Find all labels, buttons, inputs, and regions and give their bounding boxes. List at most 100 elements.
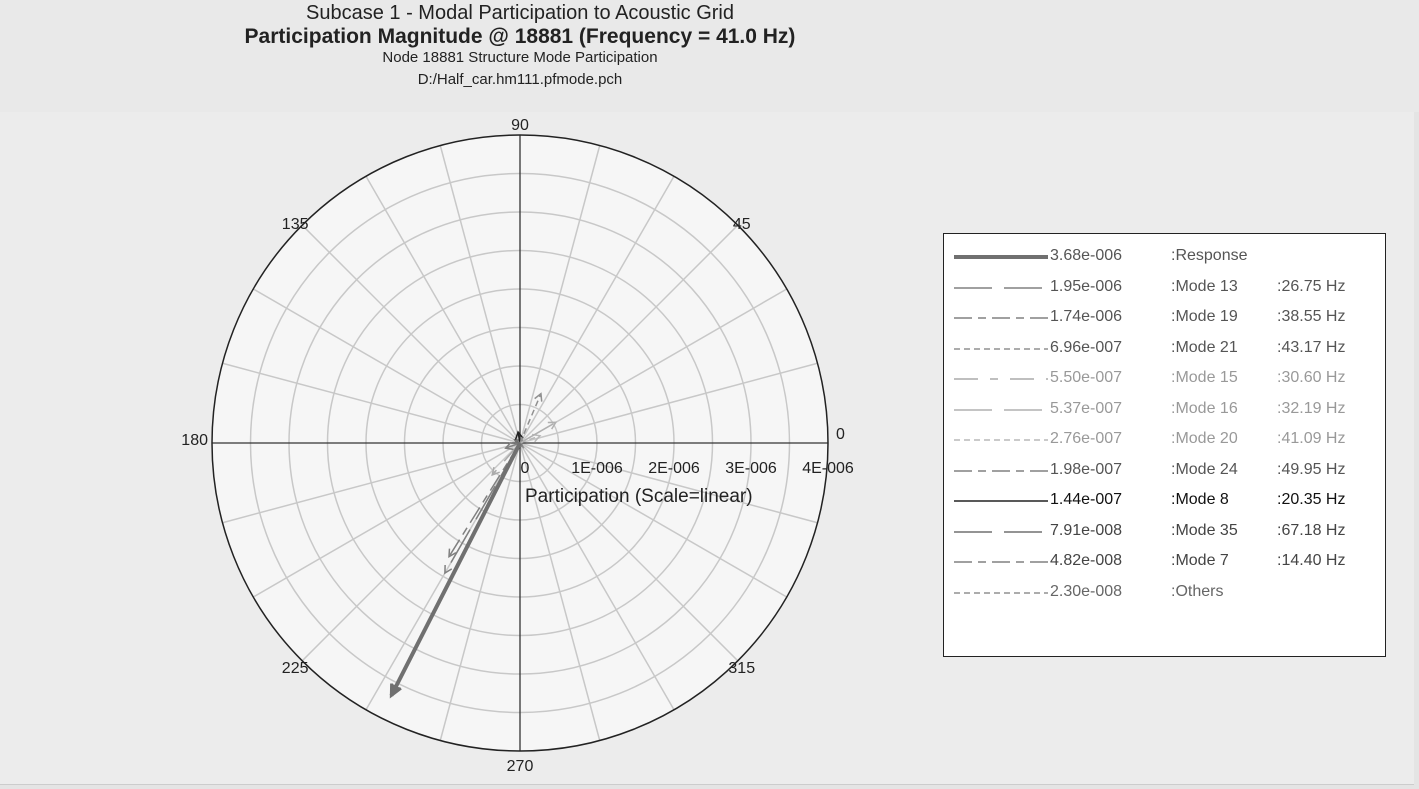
plot-area: 0 45 90 135 180 225 270 315 0 1E-006 2E-006 3E-006 4… bbox=[0, 112, 1414, 785]
legend-name: :Mode 35 bbox=[1171, 521, 1238, 539]
legend-line-swatch bbox=[954, 500, 1048, 502]
radial-tick-label: 3E-006 bbox=[725, 460, 777, 477]
arrow-shaft bbox=[448, 442, 521, 558]
legend-item: 1.95e-006 :Mode 13 :26.75 Hz bbox=[944, 274, 1384, 304]
chart-title: Subcase 1 - Modal Participation to Acous… bbox=[306, 2, 734, 24]
legend-item: 1.98e-007:Mode 24:49.95 Hz bbox=[944, 457, 1384, 487]
legend: 3.68e-006 :Response 1.95e-006 :Mode 13 :26.7… bbox=[943, 233, 1386, 657]
arrow-shaft bbox=[519, 393, 542, 444]
arrow-shaft bbox=[517, 431, 521, 444]
grid-spoke bbox=[252, 442, 521, 598]
legend-magnitude: 7.91e-008 bbox=[1050, 521, 1123, 539]
arrow-head bbox=[444, 565, 453, 575]
legend-magnitude: 3.68e-006 bbox=[1050, 247, 1123, 264]
arrow-head bbox=[389, 683, 402, 699]
legend-item: 7.91e-008 :Mode 35 :67.18 Hz bbox=[944, 518, 1384, 548]
legend-item: 5.37e-007 :Mode 16 :32.19 Hz bbox=[944, 396, 1384, 426]
arrow-head bbox=[534, 392, 543, 402]
legend-line-swatch bbox=[954, 286, 1048, 289]
legend-item: 1.44e-007:Mode 8:20.35 Hz bbox=[944, 487, 1384, 517]
arrow-mode-16 bbox=[519, 421, 558, 444]
arrow-shaft bbox=[389, 442, 522, 697]
grid-spoke bbox=[252, 288, 521, 444]
grid-spoke bbox=[439, 442, 521, 741]
arrow-mode-8 bbox=[514, 430, 524, 444]
legend-line-swatch bbox=[954, 317, 1048, 319]
legend-name: :Others bbox=[1171, 582, 1224, 600]
arrow-head bbox=[491, 466, 500, 477]
legend-frequency: :32.19 Hz bbox=[1277, 399, 1346, 417]
arrow-head bbox=[547, 421, 558, 430]
grid-spoke bbox=[222, 362, 521, 444]
legend-name: :Mode 7 bbox=[1171, 552, 1229, 569]
legend-magnitude: 1.44e-007 bbox=[1050, 491, 1123, 508]
radial-tick-label: 2E-006 bbox=[648, 460, 700, 477]
grid-spoke bbox=[519, 224, 739, 444]
legend-item: 2.76e-007:Mode 20:41.09 Hz bbox=[944, 426, 1384, 456]
legend-line-swatch bbox=[954, 255, 1048, 259]
radial-tick-label: 4E-006 bbox=[802, 460, 854, 477]
grid-spoke bbox=[519, 442, 739, 662]
grid-spoke bbox=[519, 362, 818, 444]
angle-tick-label: 45 bbox=[733, 216, 751, 233]
arrow-response bbox=[389, 442, 522, 699]
radial-axis-label: Participation (Scale=linear) bbox=[525, 486, 753, 507]
legend-line-swatch bbox=[954, 439, 1048, 441]
legend-frequency: :49.95 Hz bbox=[1277, 460, 1346, 478]
legend-frequency: :38.55 Hz bbox=[1277, 308, 1346, 325]
grid-spoke bbox=[222, 442, 521, 524]
legend-line-swatch bbox=[954, 347, 1048, 350]
grid-spoke bbox=[301, 224, 521, 444]
legend-frequency: :43.17 Hz bbox=[1277, 338, 1346, 356]
legend-name: :Response bbox=[1171, 247, 1248, 264]
legend-frequency: :30.60 Hz bbox=[1277, 369, 1346, 386]
legend-line-swatch bbox=[954, 530, 1048, 533]
angle-tick-label: 135 bbox=[282, 216, 309, 233]
arrow-shaft bbox=[519, 421, 557, 444]
legend-item: 3.68e-006 :Response bbox=[944, 243, 1384, 273]
legend-name: :Mode 16 bbox=[1171, 399, 1238, 417]
arrow-mode-19 bbox=[448, 442, 521, 558]
grid-spoke bbox=[519, 442, 788, 598]
grid-spoke bbox=[519, 442, 818, 524]
polar-chart: 0 45 90 135 180 225 270 315 0 1E-006 2E-006 3E-006 4… bbox=[181, 117, 854, 775]
legend-item: 5.50e-007:Mode 15:30.60 Hz bbox=[944, 365, 1384, 395]
grid-spoke bbox=[439, 145, 521, 444]
legend-frequency: :14.40 Hz bbox=[1277, 552, 1346, 569]
legend-line-swatch bbox=[954, 591, 1048, 594]
angle-tick-label: 90 bbox=[511, 117, 529, 134]
legend-name: :Mode 13 bbox=[1171, 277, 1238, 295]
legend-magnitude: 1.74e-006 bbox=[1050, 308, 1123, 325]
legend-frequency: :41.09 Hz bbox=[1277, 430, 1346, 447]
grid-spoke bbox=[519, 145, 601, 444]
legend-item: 6.96e-007:Mode 21:43.17 Hz bbox=[944, 335, 1384, 365]
legend-item: 2.30e-008 :Others bbox=[944, 579, 1384, 609]
legend-magnitude: 5.37e-007 bbox=[1050, 399, 1123, 417]
legend-frequency: :26.75 Hz bbox=[1277, 277, 1346, 295]
radial-tick-label: 0 bbox=[521, 460, 530, 477]
legend-name: :Mode 20 bbox=[1171, 430, 1238, 447]
angle-tick-label: 180 bbox=[181, 432, 208, 449]
legend-line-swatch bbox=[954, 378, 1048, 380]
legend-frequency: :67.18 Hz bbox=[1277, 521, 1346, 539]
legend-magnitude: 2.30e-008 bbox=[1050, 582, 1123, 600]
grid-spoke bbox=[519, 442, 601, 741]
legend-line-swatch bbox=[954, 408, 1048, 411]
angle-tick-label: 225 bbox=[282, 660, 309, 677]
radial-tick-label: 1E-006 bbox=[571, 460, 623, 477]
chart-subtitle: Participation Magnitude @ 18881 (Frequen… bbox=[244, 25, 796, 48]
grid-spoke bbox=[519, 175, 675, 444]
legend-name: :Mode 24 bbox=[1171, 460, 1238, 478]
arrow-mode-21 bbox=[519, 392, 543, 444]
grid-spoke bbox=[365, 175, 521, 444]
plot-border bbox=[211, 134, 829, 752]
legend-line-swatch bbox=[954, 469, 1048, 472]
angle-tick-label: 270 bbox=[507, 758, 534, 775]
legend-magnitude: 1.95e-006 bbox=[1050, 277, 1123, 295]
legend-magnitude: 4.82e-008 bbox=[1050, 552, 1123, 569]
legend-magnitude: 5.50e-007 bbox=[1050, 369, 1123, 386]
chart-node-label: Node 18881 Structure Mode Participation bbox=[382, 49, 658, 66]
legend-name: :Mode 8 bbox=[1171, 491, 1229, 508]
chart-file-path: D:/Half_car.hm111.pfmode.pch bbox=[417, 71, 623, 88]
legend-line-swatch bbox=[954, 561, 1048, 563]
